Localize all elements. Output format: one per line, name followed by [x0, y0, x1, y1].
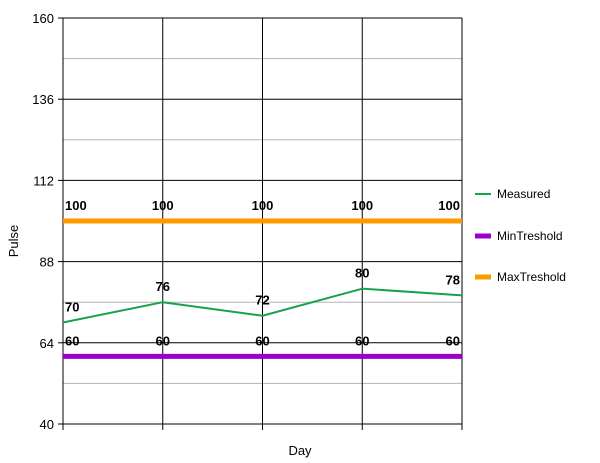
data-label: 100 [351, 198, 373, 213]
data-label: 60 [156, 333, 170, 348]
y-tick-label: 160 [32, 11, 54, 26]
data-label: 100 [438, 198, 460, 213]
data-label: 60 [255, 333, 269, 348]
axes [58, 17, 463, 430]
data-label: 60 [65, 333, 79, 348]
data-label: 100 [252, 198, 274, 213]
y-tick-label: 136 [32, 92, 54, 107]
data-label: 60 [355, 333, 369, 348]
y-tick-label: 64 [40, 336, 54, 351]
y-tick-labels: 40 64 88 112 136 160 [32, 11, 54, 432]
legend: Measured MinTreshold MaxTreshold [475, 187, 566, 284]
data-label: 72 [255, 293, 269, 308]
data-label: 100 [65, 198, 87, 213]
data-label: 70 [65, 300, 79, 315]
y-tick-label: 88 [40, 255, 54, 270]
data-label: 78 [446, 272, 460, 287]
legend-label: MinTreshold [497, 229, 563, 243]
legend-label: MaxTreshold [497, 270, 566, 284]
data-label: 80 [355, 266, 369, 281]
legend-label: Measured [497, 187, 550, 201]
x-axis-title: Day [288, 443, 312, 458]
series-lines [62, 218, 463, 359]
data-label: 60 [446, 333, 460, 348]
y-axis-title: Pulse [6, 225, 21, 258]
y-tick-label: 40 [40, 417, 54, 432]
series-line-measured [62, 287, 463, 324]
data-label: 76 [156, 279, 170, 294]
data-label: 100 [152, 198, 174, 213]
data-labels: 70 76 72 80 78 60 60 60 60 60 100 100 100 100 100 [65, 198, 460, 348]
y-tick-label: 112 [33, 173, 54, 188]
